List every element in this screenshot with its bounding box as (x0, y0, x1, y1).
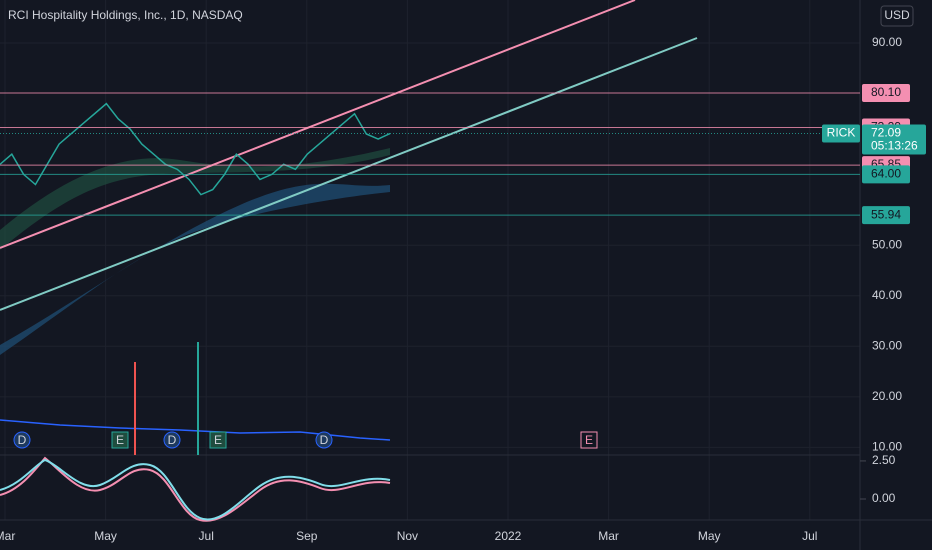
x-tick-label: Mar (598, 529, 619, 543)
x-tick-label: Jul (199, 529, 214, 543)
osc-line (0, 458, 391, 521)
price-tag (862, 206, 910, 225)
price-tag (862, 165, 910, 184)
symbol-tag (822, 124, 860, 143)
price-tag (862, 124, 926, 155)
x-tick-label: Jul (802, 529, 817, 543)
chart-title: RCI Hospitality Holdings, Inc., 1D, NASD… (8, 8, 243, 22)
price-line (0, 102, 391, 196)
currency: USD (884, 8, 910, 22)
y-tick-label: 10.00 (872, 440, 902, 454)
price-label: 72.09 (871, 126, 901, 140)
svg-text:D: D (320, 433, 329, 447)
svg-text:D: D (168, 433, 177, 447)
trend-line (0, 0, 636, 249)
countdown: 05:13:26 (871, 139, 918, 153)
price-tag (862, 84, 910, 103)
y-tick-label: 20.00 (872, 389, 902, 403)
x-tick-label: Nov (397, 529, 418, 543)
x-tick-label: 2022 (495, 529, 522, 543)
currency-box (880, 5, 914, 27)
price-label: 55.94 (871, 207, 901, 221)
x-tick-label: Sep (296, 529, 318, 543)
osc-tick-label: 2.50 (872, 453, 896, 467)
ma-band (0, 148, 390, 250)
marks: 90.00 50.00 40.00 30.00 20.00 10.002.50 0.00 Ma… (0, 35, 926, 543)
grid (0, 0, 860, 520)
y-tick-label: 50.00 (872, 237, 902, 251)
x-tick-label: Mar (0, 529, 15, 543)
price-label: 64.00 (871, 167, 901, 181)
y-tick-label: 90.00 (872, 35, 902, 49)
event-markers: D D D E E E (13, 431, 598, 449)
x-tick-label: May (94, 529, 117, 543)
price-label: 80.10 (871, 85, 901, 99)
y-tick-label: 40.00 (872, 288, 902, 302)
y-tick-label: 30.00 (872, 338, 902, 352)
svg-text:D: D (18, 433, 27, 447)
symbol-label: RICK (827, 126, 856, 140)
svg-text:E: E (585, 433, 593, 447)
svg-text:E: E (116, 433, 124, 447)
x-tick-label: May (698, 529, 721, 543)
svg-text:E: E (214, 433, 222, 447)
osc-tick-label: 0.00 (872, 491, 896, 505)
